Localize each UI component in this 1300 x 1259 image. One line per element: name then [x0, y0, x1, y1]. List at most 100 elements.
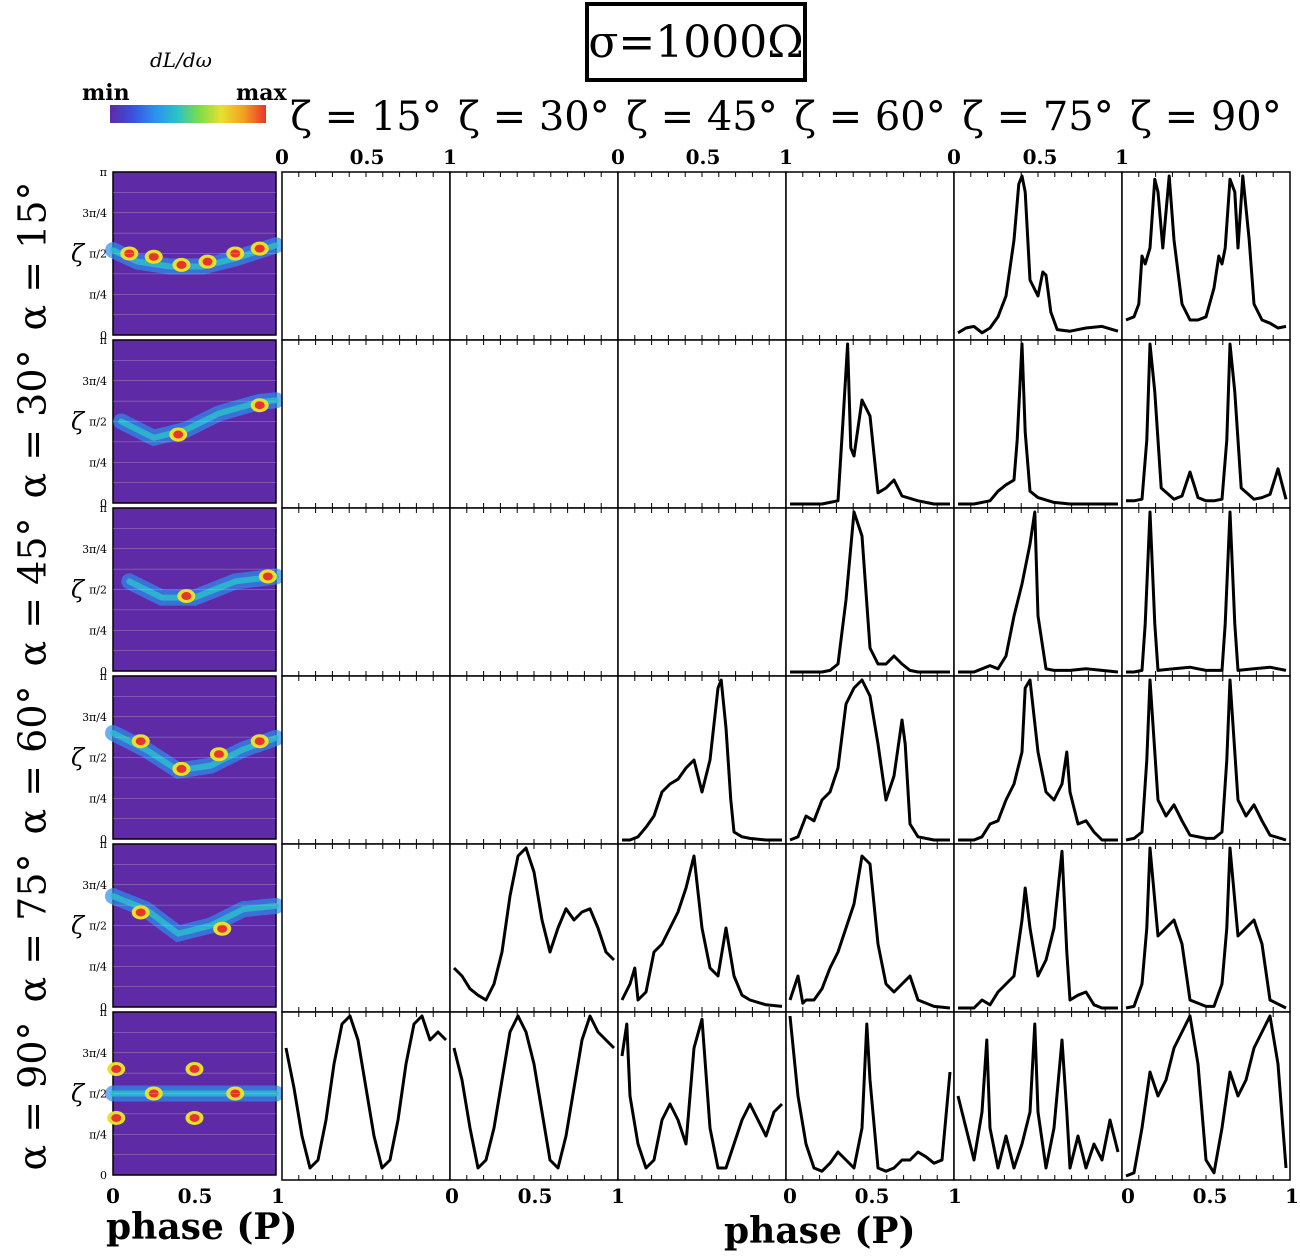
y-tick-label: 0 [100, 665, 107, 678]
line-panel [449, 507, 619, 677]
y-tick-label: π/4 [89, 960, 107, 973]
y-tick-label: 0 [100, 1169, 107, 1182]
line-panel [953, 339, 1123, 509]
zeta-header: ζ = 75° [962, 94, 1114, 140]
hotspot-core [217, 924, 228, 933]
line-panel [281, 507, 451, 677]
y-tick-label: 0 [100, 329, 107, 342]
hotspot-core [189, 1113, 200, 1122]
pulse-profile-line [788, 1015, 952, 1173]
y-axis-label: ζ [71, 408, 86, 436]
pulse-profile-line [452, 1014, 616, 1170]
x-tick-label: 0.5 [178, 1184, 213, 1208]
x-tick-label: 1 [1285, 1184, 1299, 1208]
x-axis-label: phase (P) [106, 1206, 298, 1248]
line-panel [953, 675, 1123, 845]
line-panel [449, 171, 619, 341]
x-tick-label: 1 [611, 1184, 625, 1208]
hotspot-core [189, 1065, 200, 1074]
line-panel [281, 339, 451, 509]
hotspot-core [111, 1065, 122, 1074]
pulse-profile-line [958, 678, 1118, 842]
x-tick-label: 1 [779, 145, 793, 169]
line-panel [617, 339, 787, 509]
x-tick-label: 0 [783, 1184, 797, 1208]
pulse-profile-line [1125, 678, 1287, 842]
x-tick-label: 0.5 [1023, 145, 1058, 169]
y-tick-label: π/4 [89, 456, 107, 469]
y-tick-label: π/2 [89, 248, 107, 261]
chart-title: σ=1000Ω [585, 2, 807, 82]
pulse-profile-line [1125, 846, 1287, 1010]
x-tick-label: 1 [1115, 145, 1129, 169]
pulse-profile-line [1126, 510, 1287, 674]
pulse-profile-line [790, 342, 950, 506]
pulse-profile-line [284, 1014, 448, 1170]
pulse-profile-line [958, 849, 1118, 1010]
y-axis-label: ζ [71, 1080, 86, 1108]
hotspot-core [111, 1113, 122, 1122]
line-panel [953, 843, 1123, 1013]
y-tick-label: 3π/4 [82, 879, 107, 892]
hotspot-core [254, 244, 265, 253]
line-panel [617, 171, 787, 341]
y-tick-label: π/4 [89, 1128, 107, 1141]
pulse-profile-line [620, 854, 783, 1008]
y-axis-label: ζ [71, 576, 86, 604]
colorbar-max-label: max [236, 80, 287, 106]
hotspot-core [173, 430, 184, 439]
pulse-profile-line [452, 846, 616, 1002]
line-panel [281, 675, 451, 845]
x-tick-label: 0 [106, 1184, 120, 1208]
zeta-header: ζ = 45° [626, 94, 778, 140]
line-panel [449, 339, 619, 509]
x-tick-label: 0 [611, 145, 625, 169]
pulse-profile-line [790, 510, 950, 674]
hotspot-core [135, 908, 146, 917]
pulse-profile-line [788, 854, 951, 1010]
x-tick-label: 0.5 [855, 1184, 890, 1208]
x-tick-label: 0 [445, 1184, 459, 1208]
y-tick-label: π/4 [89, 624, 107, 637]
y-tick-label: π [100, 1006, 107, 1019]
line-panel [617, 675, 787, 845]
y-tick-label: π [100, 166, 107, 179]
y-tick-label: π/2 [89, 584, 107, 597]
y-tick-label: π/2 [89, 416, 107, 429]
line-panel [281, 171, 451, 341]
pulse-profile-line [1125, 1014, 1288, 1178]
y-tick-label: 0 [100, 497, 107, 510]
colorbar-label: dL/dω [150, 48, 212, 72]
x-tick-label: 0 [1121, 1184, 1135, 1208]
pulse-profile-line [1125, 174, 1287, 330]
x-tick-label: 0.5 [1193, 1184, 1228, 1208]
pulse-profile-line [789, 678, 950, 842]
hotspot-core [176, 260, 187, 269]
hotspot-core [148, 252, 159, 261]
pulse-profile-line [958, 510, 1119, 674]
x-tick-label: 1 [443, 145, 457, 169]
y-tick-label: 3π/4 [82, 543, 107, 556]
zeta-header: ζ = 15° [290, 94, 442, 140]
y-tick-label: π/2 [89, 920, 107, 933]
zeta-header: ζ = 90° [1130, 94, 1282, 140]
y-tick-label: π/2 [89, 1088, 107, 1101]
hotspot-core [254, 737, 265, 746]
y-tick-label: π [100, 334, 107, 347]
x-tick-label: 0.5 [686, 145, 721, 169]
zeta-header: ζ = 60° [794, 94, 946, 140]
hotspot-core [262, 572, 273, 581]
x-tick-label: 0.5 [350, 145, 385, 169]
hotspot-core [176, 764, 187, 773]
line-panel [785, 171, 955, 341]
y-tick-label: π/2 [89, 752, 107, 765]
y-tick-label: π [100, 838, 107, 851]
zeta-header: ζ = 30° [458, 94, 610, 140]
y-tick-label: 3π/4 [82, 207, 107, 220]
y-axis-label: ζ [71, 912, 86, 940]
y-tick-label: 0 [100, 1001, 107, 1014]
hotspot-core [213, 750, 224, 759]
y-axis-label: ζ [71, 240, 86, 268]
pulse-profile-line [956, 1022, 1120, 1170]
